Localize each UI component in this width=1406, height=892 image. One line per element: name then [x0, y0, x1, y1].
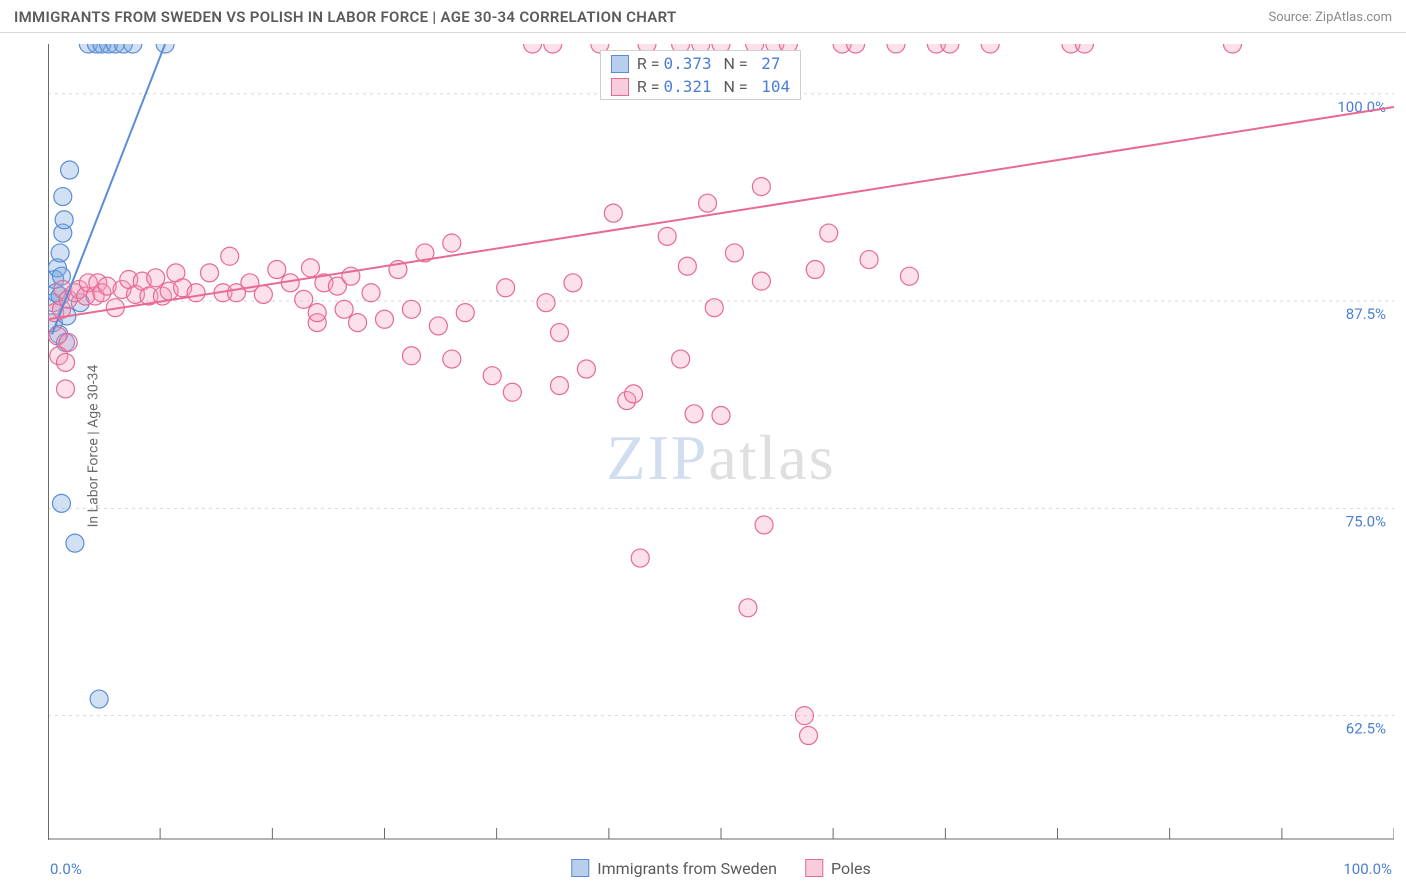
x-axis-area: 0.0% Immigrants from Sweden Poles 100.0% — [48, 846, 1394, 878]
legend-label: Immigrants from Sweden — [597, 859, 777, 878]
source-label: Source: ZipAtlas.com — [1268, 10, 1392, 25]
scatter-svg: 62.5%75.0%87.5%100.0% — [48, 44, 1394, 840]
legend-label: Poles — [831, 859, 871, 878]
svg-text:87.5%: 87.5% — [1346, 305, 1386, 323]
correlation-legend: R = 0.373 N = 27 R = 0.321 N = 104 — [600, 50, 801, 100]
legend-item: Poles — [805, 859, 871, 878]
correlation-row: R = 0.373 N = 27 — [601, 52, 800, 75]
chart-title: IMMIGRANTS FROM SWEDEN VS POLISH IN LABO… — [14, 8, 677, 26]
x-axis-min-label: 0.0% — [50, 860, 82, 878]
series-legend: Immigrants from Sweden Poles — [571, 859, 870, 878]
chart-plot-area: 62.5%75.0%87.5%100.0% ZIPatlas R = 0.373… — [48, 44, 1394, 840]
svg-text:62.5%: 62.5% — [1346, 720, 1386, 738]
correlation-row: R = 0.321 N = 104 — [601, 75, 800, 98]
chart-header: IMMIGRANTS FROM SWEDEN VS POLISH IN LABO… — [0, 0, 1406, 33]
x-axis-max-label: 100.0% — [1343, 860, 1392, 878]
legend-swatch — [805, 859, 823, 877]
legend-item: Immigrants from Sweden — [571, 859, 777, 878]
legend-swatch — [611, 78, 629, 96]
legend-swatch — [571, 859, 589, 877]
legend-swatch — [611, 55, 629, 73]
svg-text:75.0%: 75.0% — [1346, 512, 1386, 530]
